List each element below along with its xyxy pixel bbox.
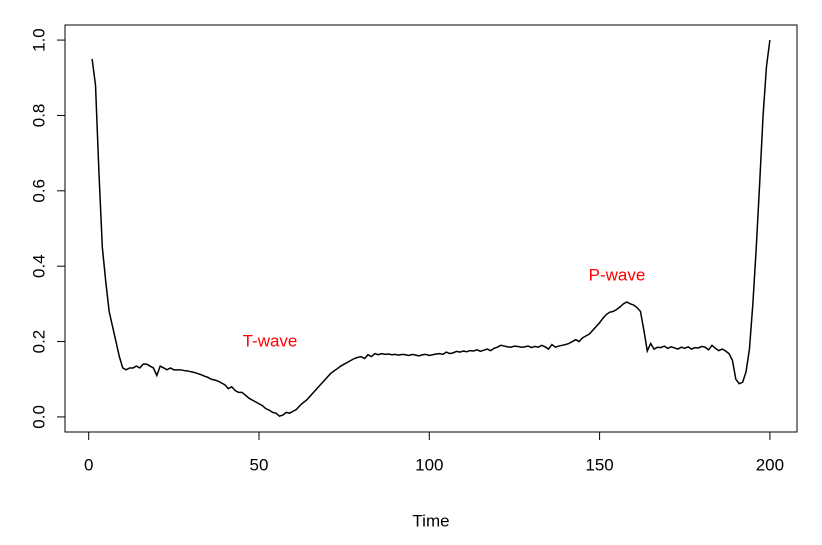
annotation: P-wave <box>589 265 646 284</box>
y-tick-label: 0.0 <box>29 405 48 429</box>
x-axis-label: Time <box>412 511 449 530</box>
plot-box <box>64 24 798 433</box>
x-tick-label: 50 <box>250 455 269 474</box>
y-tick-label: 0.8 <box>29 104 48 128</box>
y-tick-label: 0.2 <box>29 330 48 354</box>
line-series <box>91 39 771 418</box>
x-tick-label: 100 <box>415 455 443 474</box>
x-tick-label: 150 <box>585 455 613 474</box>
annotation: T-wave <box>243 331 298 350</box>
y-tick-label: 0.6 <box>29 179 48 203</box>
y-tick-label: 0.4 <box>29 254 48 278</box>
y-tick-label: 1.0 <box>29 28 48 52</box>
x-tick-label: 200 <box>756 455 784 474</box>
x-tick-label: 0 <box>84 455 93 474</box>
